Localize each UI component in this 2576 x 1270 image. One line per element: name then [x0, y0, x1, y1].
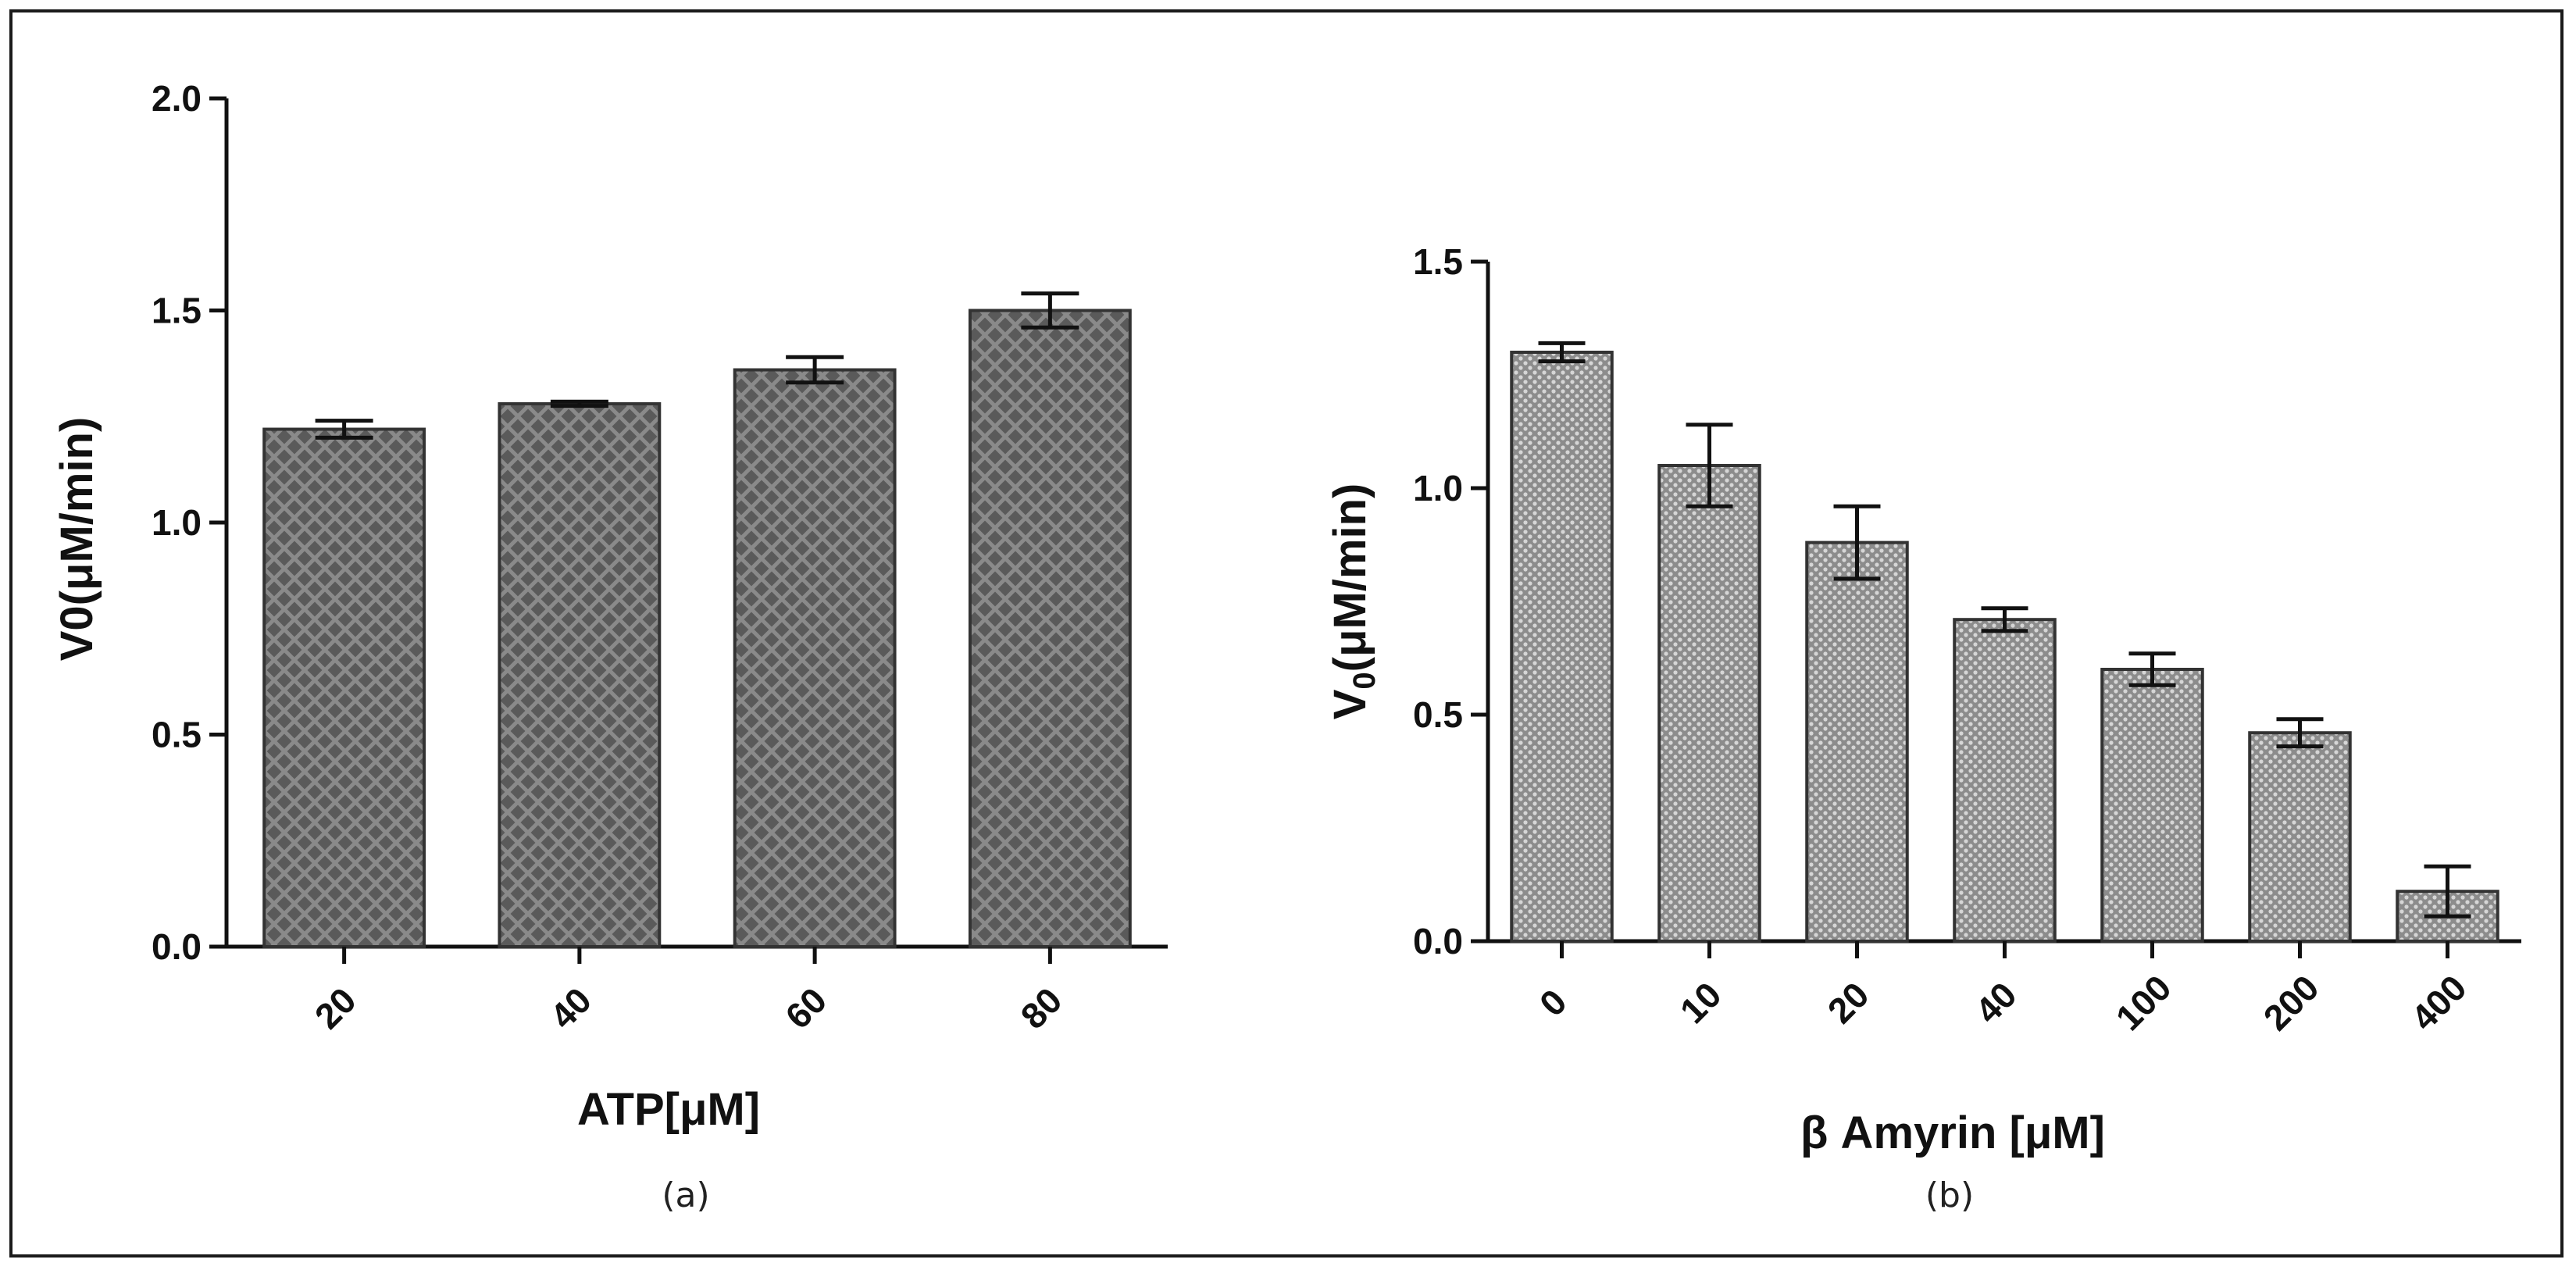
chart-a-bar	[968, 309, 1132, 948]
chart-b-y-tick-label: 1.5	[1413, 241, 1463, 282]
chart-a-xlabel: ATP[μM]	[577, 1084, 760, 1135]
chart-b-bar	[1510, 351, 1614, 943]
chart-a-y-ticks: 0.0 0.5 1.0 1.5 2.0	[152, 78, 227, 967]
chart-a-ylabel: V0(μM/min)	[52, 417, 102, 662]
chart-b-bar	[1657, 464, 1761, 943]
chart-a-x-tick-label: 20	[307, 979, 364, 1036]
chart-a-y-tick-label: 0.5	[152, 715, 202, 755]
chart-b-x-tick-label: 100	[2108, 967, 2179, 1038]
chart-b-bar	[2100, 668, 2204, 943]
chart-b-ylabel-main: V	[1325, 689, 1375, 719]
chart-a-y-tick-label: 1.5	[152, 291, 202, 331]
chart-a-x-tick-label: 80	[1013, 979, 1070, 1036]
chart-a-bar	[262, 427, 426, 948]
chart-a-bar	[498, 401, 662, 948]
chart-b-y-tick-label: 0.0	[1413, 921, 1463, 961]
chart-a-panel-label: (a)	[662, 1175, 709, 1215]
chart-a-x-ticks: 20 40 60 80	[307, 947, 1070, 1036]
chart-panel-b: 0.00.51.01.5 0 10 20 40 100 200 400 V0(μM/min)…	[1325, 241, 2521, 1215]
chart-panel-a: 0.0 0.5 1.0 1.5 2.0 20 40 60 80 V0(μM/min) ATP[…	[52, 78, 1168, 1215]
chart-b-panel-label: (b)	[1925, 1175, 1974, 1215]
chart-b-x-tick-label: 40	[1968, 974, 2025, 1031]
chart-a-y-tick-label: 1.0	[152, 502, 202, 543]
chart-b-ylabel-sub: 0	[1347, 672, 1382, 689]
chart-a-bar	[733, 368, 897, 948]
chart-b-x-tick-label: 200	[2256, 967, 2327, 1038]
chart-b-x-tick-label: 400	[2403, 967, 2474, 1038]
chart-a-y-tick-label: 2.0	[152, 78, 202, 119]
chart-b-x-tick-label: 20	[1820, 974, 1877, 1031]
chart-b-y-tick-label: 1.0	[1413, 468, 1463, 508]
chart-b-x-ticks: 0 10 20 40 100 200 400	[1532, 941, 2474, 1038]
chart-b-ylabel: V0(μM/min)	[1325, 483, 1382, 720]
chart-a-x-tick-label: 60	[777, 979, 834, 1036]
chart-b-bar	[1805, 540, 1909, 943]
figure-frame	[9, 9, 2564, 1258]
chart-b-bars	[1510, 341, 2499, 943]
chart-b-bar	[2248, 731, 2352, 943]
chart-b-x-tick-label: 10	[1672, 974, 1729, 1031]
chart-b-bar	[1953, 618, 2057, 943]
chart-b-y-tick-label: 0.5	[1413, 694, 1463, 735]
chart-a-y-tick-label: 0.0	[152, 926, 202, 967]
chart-b-ylabel-rest: (μM/min)	[1325, 483, 1375, 672]
chart-a-bars	[262, 291, 1132, 948]
chart-b-xlabel: β Amyrin [μM]	[1800, 1108, 2105, 1158]
chart-a-x-tick-label: 40	[542, 979, 599, 1036]
chart-b-y-ticks: 0.0 0.5 1.0 1.5	[1413, 241, 1488, 961]
chart-b-x-tick-label: 0	[1532, 981, 1575, 1024]
